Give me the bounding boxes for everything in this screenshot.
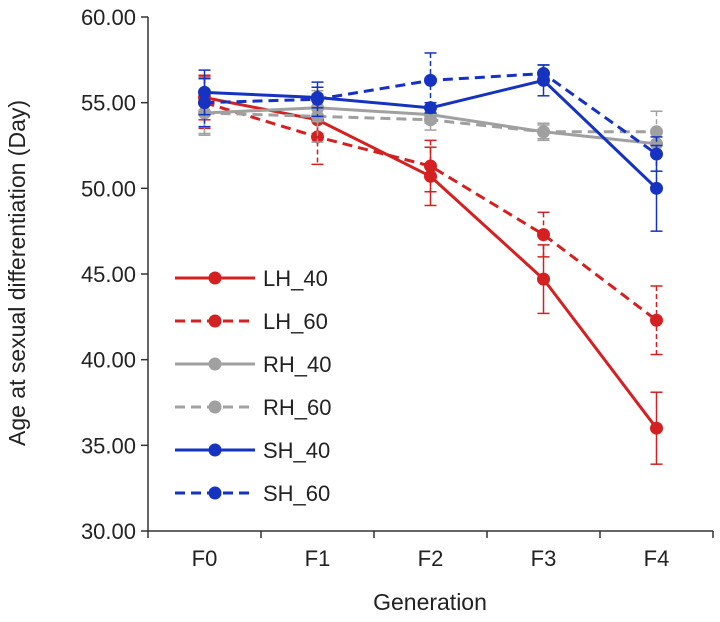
data-point	[424, 113, 437, 127]
data-point	[311, 130, 324, 144]
legend-item: RH_40	[175, 352, 331, 377]
legend-swatch-marker	[208, 443, 222, 457]
y-tick-label: 55.00	[81, 91, 136, 116]
data-point	[424, 159, 437, 173]
data-point	[537, 125, 550, 139]
legend-label: SH_60	[263, 481, 330, 506]
axes: 30.00 35.00 40.00 45.00 50.00 55.00 60.00 F0 F1 F…	[81, 5, 714, 571]
series-sh-60	[198, 52, 663, 172]
series-layer	[198, 52, 663, 465]
data-point	[537, 67, 550, 81]
legend-swatch-marker	[208, 486, 222, 500]
data-point	[650, 313, 663, 327]
y-tick-label: 60.00	[81, 5, 136, 30]
legend-label: RH_60	[263, 395, 331, 420]
legend-item: LH_40	[175, 266, 328, 291]
legend-swatch-marker	[208, 400, 222, 414]
x-tick-label: F3	[531, 546, 557, 571]
data-point	[537, 228, 550, 242]
x-tick-label: F2	[418, 546, 444, 571]
legend-swatch-marker	[208, 271, 222, 285]
x-tick-label: F4	[644, 546, 670, 571]
legend-label: LH_40	[263, 266, 328, 291]
data-point	[311, 92, 324, 106]
x-axis-title: Generation	[373, 589, 487, 615]
legend-item: SH_40	[175, 438, 330, 463]
y-tick-label: 35.00	[81, 433, 136, 458]
y-tick-label: 30.00	[81, 519, 136, 544]
legend-label: SH_40	[263, 438, 330, 463]
series-lh-60	[198, 76, 663, 356]
series-rh-60	[198, 89, 663, 154]
x-tick-label: F1	[305, 546, 331, 571]
y-tick-label: 45.00	[81, 262, 136, 287]
data-point	[537, 272, 550, 286]
legend-item: SH_60	[175, 481, 330, 506]
data-point	[650, 125, 663, 139]
legend-label: RH_40	[263, 352, 331, 377]
data-point	[650, 147, 663, 161]
legend-label: LH_60	[263, 309, 328, 334]
y-tick-label: 40.00	[81, 348, 136, 373]
y-axis-title: Age at sexual differentiation (Day)	[4, 100, 30, 446]
legend-item: RH_60	[175, 395, 331, 420]
legend-swatch-marker	[208, 314, 222, 328]
data-point	[650, 421, 663, 435]
x-tick-label: F0	[192, 546, 218, 571]
legend-swatch-marker	[208, 357, 222, 371]
legend-item: LH_60	[175, 309, 328, 334]
data-point	[198, 85, 211, 99]
legend: LH_40 LH_60 RH_40 RH_60 SH_40 SH_60	[175, 266, 331, 506]
data-point	[424, 73, 437, 87]
y-tick-label: 50.00	[81, 176, 136, 201]
data-point	[650, 181, 663, 195]
data-point	[198, 96, 211, 110]
